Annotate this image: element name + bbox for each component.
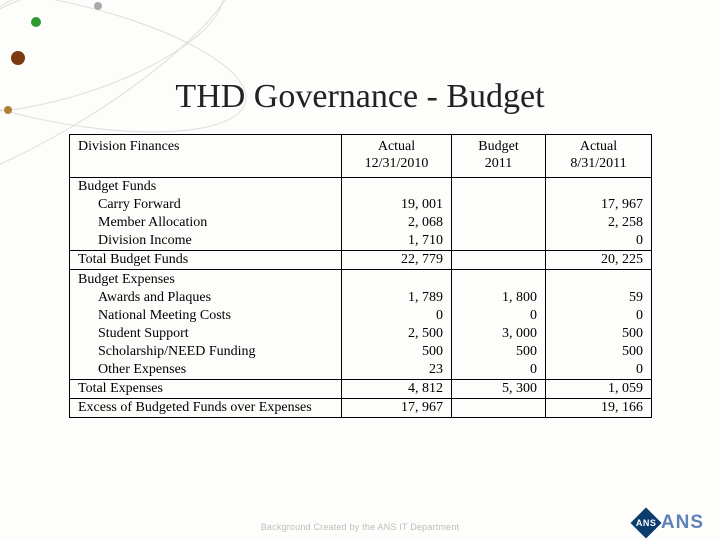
table-row: Awards and Plaques 1, 789 1, 800 59 bbox=[70, 289, 652, 307]
table-row: Budget Funds bbox=[70, 177, 652, 196]
col-header-actual-2010: Actual 12/31/2010 bbox=[342, 135, 452, 178]
row-meeting: National Meeting Costs bbox=[70, 307, 342, 325]
table-row: National Meeting Costs 0 0 0 bbox=[70, 307, 652, 325]
finances-table-wrap: Division Finances Actual 12/31/2010 Budg… bbox=[69, 134, 651, 418]
table-row: Total Expenses 4, 812 5, 300 1, 059 bbox=[70, 379, 652, 398]
col-header-division: Division Finances bbox=[70, 135, 342, 178]
row-other: Other Expenses bbox=[70, 361, 342, 380]
footer-credit: Background Created by the ANS IT Departm… bbox=[0, 522, 720, 532]
ans-logo: ANS ANS bbox=[635, 512, 704, 534]
section-budget-funds: Budget Funds bbox=[70, 177, 342, 196]
row-student: Student Support bbox=[70, 325, 342, 343]
table-row: Budget Expenses bbox=[70, 269, 652, 289]
row-carry-forward: Carry Forward bbox=[70, 196, 342, 214]
ans-logo-badge-icon: ANS bbox=[630, 507, 661, 538]
col-header-budget-2011: Budget 2011 bbox=[452, 135, 546, 178]
table-row: Total Budget Funds 22, 779 20, 225 bbox=[70, 250, 652, 269]
row-member-allocation: Member Allocation bbox=[70, 214, 342, 232]
table-row: Student Support 2, 500 3, 000 500 bbox=[70, 325, 652, 343]
table-row: Carry Forward 19, 001 17, 967 bbox=[70, 196, 652, 214]
ans-logo-text: ANS bbox=[661, 512, 704, 534]
col-header-actual-2011: Actual 8/31/2011 bbox=[546, 135, 652, 178]
table-row: Member Allocation 2, 068 2, 258 bbox=[70, 214, 652, 232]
row-awards: Awards and Plaques bbox=[70, 289, 342, 307]
table-row: Scholarship/NEED Funding 500 500 500 bbox=[70, 343, 652, 361]
finances-table: Division Finances Actual 12/31/2010 Budg… bbox=[69, 134, 652, 418]
table-row: Division Income 1, 710 0 bbox=[70, 232, 652, 251]
slide: THD Governance - Budget Division Finance… bbox=[0, 0, 720, 540]
row-excess: Excess of Budgeted Funds over Expenses bbox=[70, 398, 342, 417]
row-total-expenses: Total Expenses bbox=[70, 379, 342, 398]
table-header-row: Division Finances Actual 12/31/2010 Budg… bbox=[70, 135, 652, 178]
row-scholarship: Scholarship/NEED Funding bbox=[70, 343, 342, 361]
row-total-budget-funds: Total Budget Funds bbox=[70, 250, 342, 269]
row-division-income: Division Income bbox=[70, 232, 342, 251]
section-budget-expenses: Budget Expenses bbox=[70, 269, 342, 289]
table-row: Other Expenses 23 0 0 bbox=[70, 361, 652, 380]
page-title: THD Governance - Budget bbox=[0, 0, 720, 134]
table-row: Excess of Budgeted Funds over Expenses 1… bbox=[70, 398, 652, 417]
